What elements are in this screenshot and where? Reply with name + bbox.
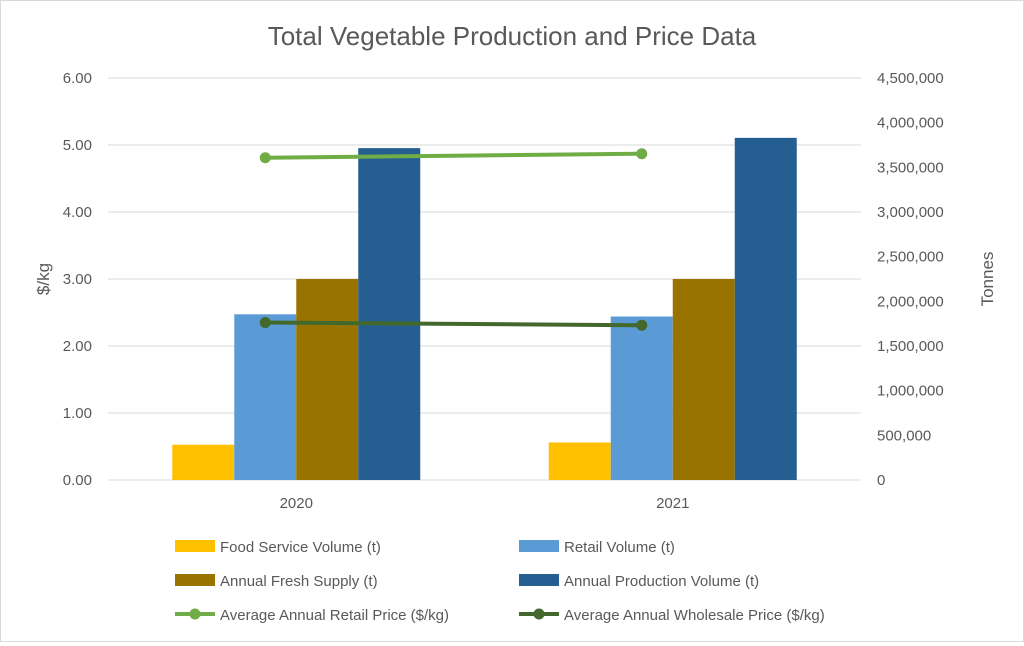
left-tick-label: 3.00 [63,271,92,288]
right-tick-label: 500,000 [877,427,931,444]
line-point [259,152,271,164]
bar [296,279,359,480]
legend-label: Annual Fresh Supply (t) [220,573,378,590]
line-point [259,317,271,329]
legend-item: Annual Production Volume (t) [519,573,759,590]
bar [610,316,673,480]
legend-swatch [519,574,559,586]
right-tick-label: 4,500,000 [877,70,944,87]
bars [172,137,797,481]
legend-label: Average Annual Wholesale Price ($/kg) [564,607,825,624]
bar [672,279,735,480]
legend-marker [189,608,201,620]
legend-item: Annual Fresh Supply (t) [175,573,378,590]
legend-label: Food Service Volume (t) [220,539,381,556]
legend-swatch [175,574,215,586]
legend-item: Average Annual Retail Price ($/kg) [175,607,449,624]
right-tick-label: 2,000,000 [877,293,944,310]
chart-title: Total Vegetable Production and Price Dat… [268,21,757,51]
left-tick-label: 4.00 [63,204,92,221]
bar [734,137,797,480]
bar [548,442,611,480]
left-axis-title: $/kg [34,263,53,295]
right-axis-ticks: 0 500,000 1,000,000 1,500,000 2,000,000 2,500… [877,70,944,489]
right-axis-title: Tonnes [978,252,997,307]
line-series [259,148,648,331]
right-tick-label: 3,500,000 [877,159,944,176]
right-tick-label: 1,000,000 [877,383,944,400]
right-tick-label: 3,000,000 [877,204,944,221]
legend-item: Food Service Volume (t) [175,539,381,556]
gridlines [108,77,861,481]
left-tick-label: 6.00 [63,70,92,87]
legend-label: Average Annual Retail Price ($/kg) [220,607,449,624]
left-tick-label: 5.00 [63,137,92,154]
legend-swatch [175,540,215,552]
line-point [636,319,648,331]
legend-item: Retail Volume (t) [519,539,675,556]
line-point [636,148,648,160]
right-tick-label: 0 [877,472,885,489]
legend-swatch [519,540,559,552]
legend-marker [533,608,545,620]
bar [358,148,421,481]
category-axis-ticks: 2020 2021 [280,495,690,512]
legend-item: Average Annual Wholesale Price ($/kg) [519,607,825,624]
left-tick-label: 2.00 [63,338,92,355]
series-line [265,320,642,328]
left-tick-label: 1.00 [63,405,92,422]
series-line [265,151,642,160]
left-tick-label: 0.00 [63,472,92,489]
legend-label: Annual Production Volume (t) [564,573,759,590]
legend-label: Retail Volume (t) [564,539,675,556]
category-tick-label: 2020 [280,495,313,512]
bar [172,444,235,480]
right-tick-label: 1,500,000 [877,338,944,355]
left-axis-ticks: 0.00 1.00 2.00 3.00 4.00 5.00 6.00 [63,70,92,489]
right-tick-label: 4,000,000 [877,115,944,132]
category-tick-label: 2021 [656,495,689,512]
bar [234,314,297,480]
right-tick-label: 2,500,000 [877,249,944,266]
legend: Food Service Volume (t) Retail Volume (t)… [175,539,825,624]
